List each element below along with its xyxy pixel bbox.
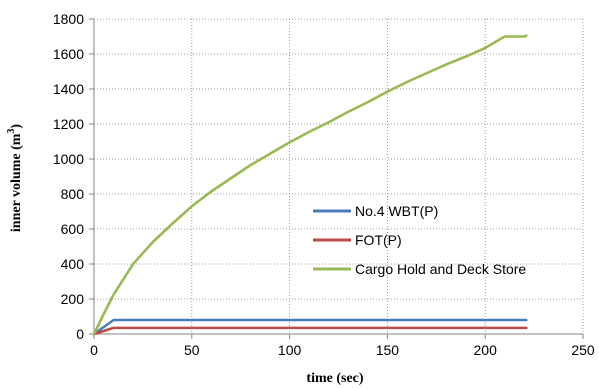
y-axis-title-main: inner volume (m: [9, 133, 24, 232]
series-layer: [92, 34, 528, 336]
y-tick-label: 200: [61, 291, 85, 307]
legend: No.4 WBT(P) FOT(P) Cargo Hold and Deck Sto…: [313, 203, 526, 277]
y-axis-title: inner volume (m3): [6, 124, 24, 233]
y-tick-label: 800: [61, 186, 85, 202]
y-axis-title-group: inner volume (m3): [6, 124, 24, 233]
x-tick-label: 0: [90, 342, 98, 358]
series-line-3: [92, 34, 528, 336]
x-tick-label: 100: [278, 342, 302, 358]
grid-layer: [94, 18, 584, 334]
legend-label-1: No.4 WBT(P): [355, 203, 438, 219]
y-tick-label: 1400: [53, 81, 84, 97]
y-tick-label: 1800: [53, 11, 84, 27]
y-tick-label: 1600: [53, 46, 84, 62]
x-tick-label: 200: [474, 342, 498, 358]
y-axis-title-superscript: 3: [6, 129, 17, 134]
x-tick-label: 250: [571, 342, 595, 358]
y-tick-label: 400: [61, 256, 85, 272]
x-axis-title: time (sec): [306, 371, 363, 386]
y-tick-label: 0: [76, 326, 84, 342]
series-line-2: [92, 326, 528, 336]
y-tick-label: 600: [61, 221, 85, 237]
axes-layer: [89, 18, 584, 339]
tick-label-layer: 0 200 400 600 800 1000 1200 1400 1600 1800 0 50 100 1…: [53, 11, 595, 358]
x-tick-label: 150: [376, 342, 400, 358]
y-tick-label: 1000: [53, 151, 84, 167]
x-tick-label: 50: [184, 342, 200, 358]
legend-label-3: Cargo Hold and Deck Store: [355, 261, 526, 277]
y-tick-label: 1200: [53, 116, 84, 132]
series-line-1: [92, 318, 528, 336]
legend-label-2: FOT(P): [355, 232, 402, 248]
y-axis-title-suffix: ): [9, 124, 24, 129]
